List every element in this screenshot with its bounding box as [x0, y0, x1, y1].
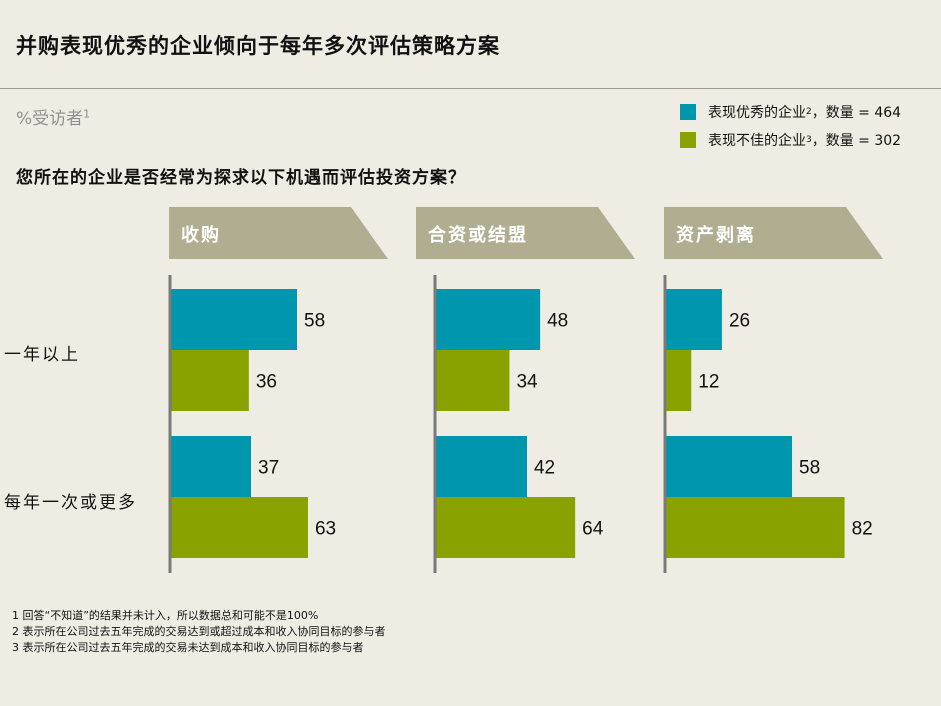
value-label-acquisition-under-cat1: 36: [256, 372, 277, 393]
bar-acquisition-under-cat1: [170, 350, 249, 411]
bar-joint-venture-under-cat1: [435, 350, 510, 411]
bar-acquisition-under-cat2: [170, 497, 308, 558]
page-title: 并购表现优秀的企业倾向于每年多次评估策略方案: [16, 33, 500, 58]
panel-header-shape: [169, 207, 388, 259]
footnote-1: 1 回答“不知道”的结果并未计入，所以数据总和可能不是100%: [12, 609, 319, 622]
unit-label: %受访者1: [16, 104, 90, 129]
value-label-divestiture-under-cat2: 82: [852, 519, 873, 540]
legend-label-under: 表现不佳的企业: [708, 133, 806, 149]
bar-joint-venture-under-cat2: [435, 497, 576, 558]
bar-divestiture-under-cat2: [665, 497, 845, 558]
bar-acquisition-top-cat1: [170, 289, 298, 350]
panel-header-divestiture: 资产剥离: [664, 207, 883, 259]
unit-text: %受访者: [16, 109, 84, 129]
panel-header-shape: [664, 207, 883, 259]
value-label-joint-venture-top-cat2: 42: [534, 458, 555, 479]
footnote-3: 3 表示所在公司过去五年完成的交易未达到成本和收入协同目标的参与者: [12, 641, 364, 654]
panel-header-shape: [416, 207, 635, 259]
bar-joint-venture-top-cat2: [435, 436, 527, 497]
value-label-divestiture-top-cat2: 58: [799, 458, 820, 479]
survey-question: 您所在的企业是否经常为探求以下机遇而评估投资方案？: [16, 168, 466, 188]
bar-joint-venture-top-cat1: [435, 289, 541, 350]
legend-note-top: 2: [806, 107, 812, 117]
panel-title-divestiture: 资产剥离: [676, 225, 756, 246]
footnotes: 1 回答“不知道”的结果并未计入，所以数据总和可能不是100% 2 表示所在公司…: [12, 608, 386, 656]
bar-divestiture-top-cat2: [665, 436, 793, 497]
value-label-acquisition-under-cat2: 63: [315, 519, 336, 540]
value-label-joint-venture-under-cat1: 34: [516, 372, 538, 393]
panel-title-acquisition: 收购: [181, 225, 221, 246]
value-label-acquisition-top-cat1: 58: [304, 311, 325, 332]
value-label-divestiture-under-cat1: 12: [698, 372, 719, 393]
value-label-divestiture-top-cat1: 26: [729, 311, 750, 332]
legend-item-under-performers: 表现不佳的企业 3 ，数量 = 302: [680, 128, 901, 152]
legend-count-top: ，数量 = 464: [811, 105, 902, 121]
legend-count-under: ，数量 = 302: [811, 133, 902, 149]
category-label-more-than-a-year: 一年以上: [4, 345, 80, 365]
value-label-acquisition-top-cat2: 37: [258, 458, 279, 479]
legend-label-top: 表现优秀的企业: [708, 105, 806, 121]
value-label-joint-venture-under-cat2: 64: [582, 519, 604, 540]
legend-note-under: 3: [806, 135, 812, 145]
unit-footnote-ref: 1: [83, 107, 91, 121]
bar-acquisition-top-cat2: [170, 436, 252, 497]
panel-header-acquisition: 收购: [169, 207, 388, 259]
legend-item-top-performers: 表现优秀的企业 2 ，数量 = 464: [680, 100, 901, 124]
title-divider: [0, 88, 941, 89]
legend-swatch-under: [680, 132, 696, 148]
legend: 表现优秀的企业 2 ，数量 = 464 表现不佳的企业 3 ，数量 = 302: [680, 100, 901, 156]
bar-divestiture-under-cat1: [665, 350, 692, 411]
value-label-joint-venture-top-cat1: 48: [547, 311, 568, 332]
footnote-2: 2 表示所在公司过去五年完成的交易达到或超过成本和收入协同目标的参与者: [12, 625, 386, 638]
panel-header-joint-venture: 合资或结盟: [416, 207, 635, 259]
bar-divestiture-top-cat1: [665, 289, 722, 350]
category-label-once-a-year-or-more: 每年一次或更多: [4, 493, 137, 513]
legend-swatch-top: [680, 104, 696, 120]
panel-title-joint-venture: 合资或结盟: [428, 225, 528, 246]
